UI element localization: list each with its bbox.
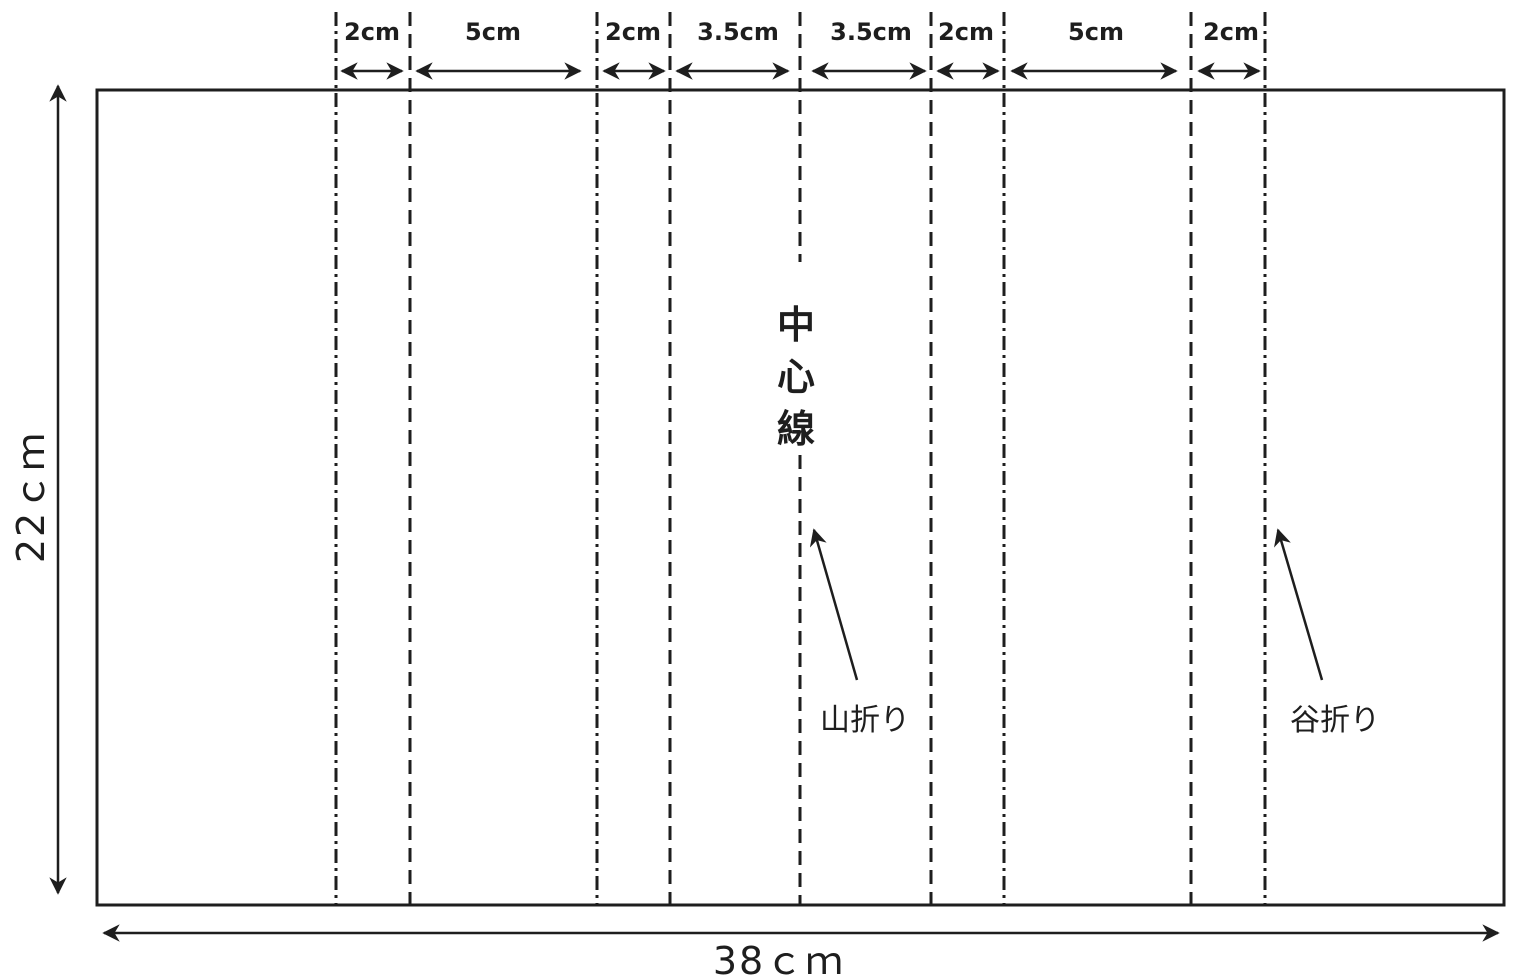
center-label-char: 心	[777, 355, 815, 399]
segment-labels: 2cm 5cm 2cm 3.5cm 3.5cm 2cm 5cm 2cm	[344, 18, 1259, 46]
segment-label: 2cm	[605, 18, 661, 46]
segment-label: 2cm	[344, 18, 400, 46]
height-label: 22ｃｍ	[9, 431, 53, 563]
segment-label: 3.5cm	[697, 18, 779, 46]
mountain-fold-label: 山折り	[820, 703, 910, 738]
valley-fold-label: 谷折り	[1290, 703, 1380, 738]
center-label-char: 中	[777, 303, 815, 347]
width-label: 38ｃｍ	[713, 939, 845, 980]
mountain-fold-pointer	[809, 528, 859, 681]
valley-fold-pointer	[1274, 528, 1324, 681]
segment-label: 3.5cm	[830, 18, 912, 46]
segment-label: 5cm	[465, 18, 521, 46]
center-label-char: 線	[777, 407, 815, 451]
fold-lines	[334, 12, 1267, 905]
segment-label: 2cm	[938, 18, 994, 46]
segment-label: 5cm	[1068, 18, 1124, 46]
segment-label: 2cm	[1203, 18, 1259, 46]
center-line-label: 中 心 線	[777, 303, 815, 451]
